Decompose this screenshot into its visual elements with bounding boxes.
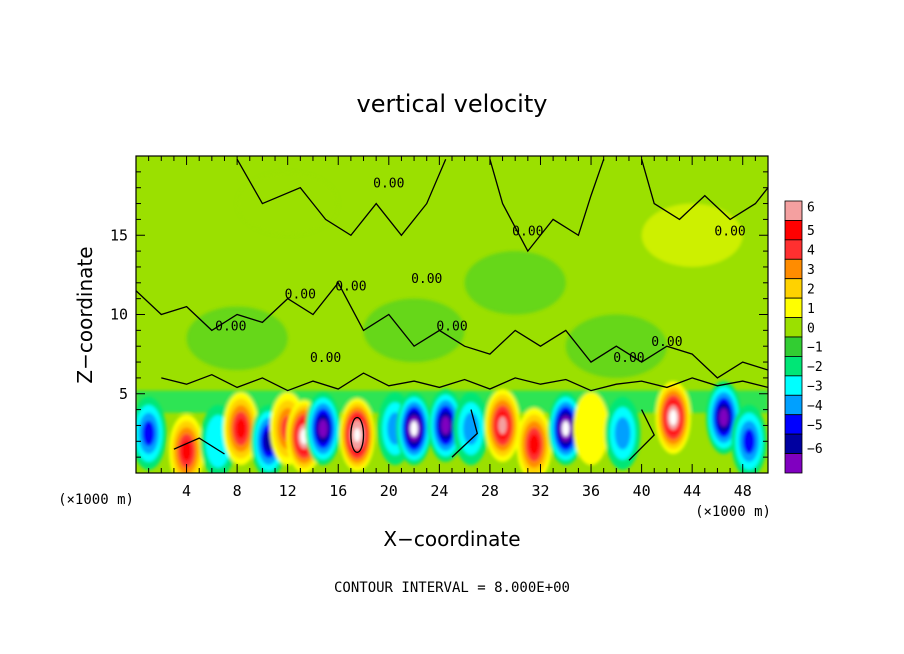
colorbar-band bbox=[784, 336, 803, 357]
x-tick-label: 20 bbox=[380, 482, 398, 500]
y-tick-label: 15 bbox=[110, 226, 128, 244]
contour-label: 0.00 bbox=[411, 272, 442, 287]
x-tick-label: 12 bbox=[279, 482, 297, 500]
x-tick-label: 40 bbox=[633, 482, 651, 500]
colorbar-tick-label: −5 bbox=[807, 418, 823, 433]
contour-label: 0.00 bbox=[651, 335, 682, 350]
colorbar-tick-label: −3 bbox=[807, 380, 823, 395]
velocity-cell bbox=[562, 420, 570, 437]
contour-label: 0.00 bbox=[310, 351, 341, 366]
zero-contour bbox=[350, 416, 365, 454]
colorbar-tick-label: 2 bbox=[807, 282, 815, 297]
contour-label: 0.00 bbox=[215, 319, 246, 334]
colorbar-band bbox=[784, 297, 803, 318]
colorbar-band bbox=[784, 394, 803, 416]
y-axis-label: Z−coordinate bbox=[73, 246, 97, 383]
velocity-cell bbox=[441, 416, 450, 435]
zero-contour bbox=[489, 158, 605, 253]
zero-contour bbox=[173, 437, 225, 455]
colorbar-band bbox=[784, 414, 803, 435]
colorbar: 6 5 4 3 2 1 0 −1 −2 −3 −4 −5 −6 bbox=[784, 200, 823, 474]
field-patch bbox=[237, 171, 339, 236]
velocity-cell bbox=[669, 409, 677, 426]
colorbar-band bbox=[784, 317, 803, 338]
x-unit-label: (×1000 m) bbox=[58, 492, 134, 508]
velocity-cell bbox=[529, 434, 540, 455]
zero-contour bbox=[136, 281, 768, 379]
velocity-cell bbox=[498, 416, 507, 435]
colorbar-tick-label: −6 bbox=[807, 442, 823, 457]
x-tick-label: 32 bbox=[531, 482, 549, 500]
velocity-cell bbox=[580, 406, 602, 452]
contour-label: 0.00 bbox=[436, 319, 467, 334]
y-tick-label: 10 bbox=[110, 306, 128, 324]
zero-contour bbox=[161, 372, 768, 392]
velocity-cell bbox=[353, 428, 361, 442]
colorbar-tick-label: 1 bbox=[807, 302, 815, 317]
velocity-cell bbox=[410, 420, 418, 437]
colorbar-tick-label: 5 bbox=[807, 224, 815, 239]
zero-contour bbox=[628, 409, 655, 461]
field-patch bbox=[186, 306, 288, 370]
contour-label: 0.00 bbox=[512, 224, 543, 239]
contour-label: 0.00 bbox=[613, 351, 644, 366]
colorbar-band bbox=[784, 278, 803, 299]
x-tick-label: 44 bbox=[683, 482, 701, 500]
contour-label: 0.00 bbox=[714, 224, 745, 239]
colorbar-band bbox=[784, 433, 803, 454]
x-tick-label: 28 bbox=[481, 482, 499, 500]
contour-interval-note: CONTOUR INTERVAL = 8.000E+00 bbox=[334, 580, 570, 596]
velocity-cell bbox=[235, 418, 246, 440]
colorbar-tick-label: 0 bbox=[807, 321, 815, 336]
zero-contour bbox=[236, 158, 447, 237]
colorbar-tick-label: 6 bbox=[807, 201, 815, 216]
colorbar-band bbox=[784, 258, 803, 280]
velocity-cell bbox=[463, 412, 479, 445]
field-patch bbox=[464, 251, 566, 315]
y-tick-label: 5 bbox=[119, 385, 128, 403]
field-patch bbox=[641, 203, 743, 267]
colorbar-band bbox=[784, 356, 803, 377]
velocity-cell bbox=[614, 417, 631, 450]
velocity-field: 0.00 0.00 0.00 0.00 0.00 0.00 0.00 0.00 0.00 0.00… bbox=[136, 156, 768, 473]
colorbar-band bbox=[784, 239, 803, 260]
contour-label: 0.00 bbox=[335, 280, 366, 295]
colorbar-tick-label: 4 bbox=[807, 244, 815, 259]
x-unit-label-right: (×1000 m) bbox=[695, 504, 771, 520]
colorbar-band bbox=[784, 375, 803, 396]
colorbar-tick-label: −4 bbox=[807, 399, 823, 414]
x-tick-label: 4 bbox=[182, 482, 191, 500]
x-axis-label: X−coordinate bbox=[383, 527, 520, 551]
x-tick-label: 48 bbox=[734, 482, 752, 500]
velocity-cell bbox=[719, 408, 729, 427]
colorbar-band bbox=[784, 453, 803, 474]
velocity-cell bbox=[181, 440, 192, 462]
x-tick-label: 16 bbox=[329, 482, 347, 500]
colorbar-tick-label: −2 bbox=[807, 360, 823, 375]
x-tick-label: 36 bbox=[582, 482, 600, 500]
x-axis: 4 8 12 16 20 24 28 32 36 40 44 48 bbox=[148, 156, 756, 500]
y-axis: 5 10 15 bbox=[110, 171, 768, 458]
colorbar-tick-label: −1 bbox=[807, 341, 823, 356]
velocity-cell bbox=[142, 420, 155, 447]
zero-contour bbox=[640, 159, 768, 221]
x-tick-label: 8 bbox=[233, 482, 242, 500]
velocity-cell bbox=[210, 425, 227, 458]
velocity-cell bbox=[318, 419, 328, 438]
zero-contour bbox=[451, 409, 479, 458]
x-tick-label: 24 bbox=[430, 482, 448, 500]
colorbar-band bbox=[784, 200, 803, 221]
contour-label: 0.00 bbox=[373, 177, 404, 192]
contour-label: 0.00 bbox=[285, 288, 316, 303]
colorbar-tick-label: 3 bbox=[807, 263, 815, 278]
velocity-cell bbox=[742, 428, 756, 454]
chart-title: vertical velocity bbox=[357, 90, 548, 118]
colorbar-band bbox=[784, 220, 803, 241]
